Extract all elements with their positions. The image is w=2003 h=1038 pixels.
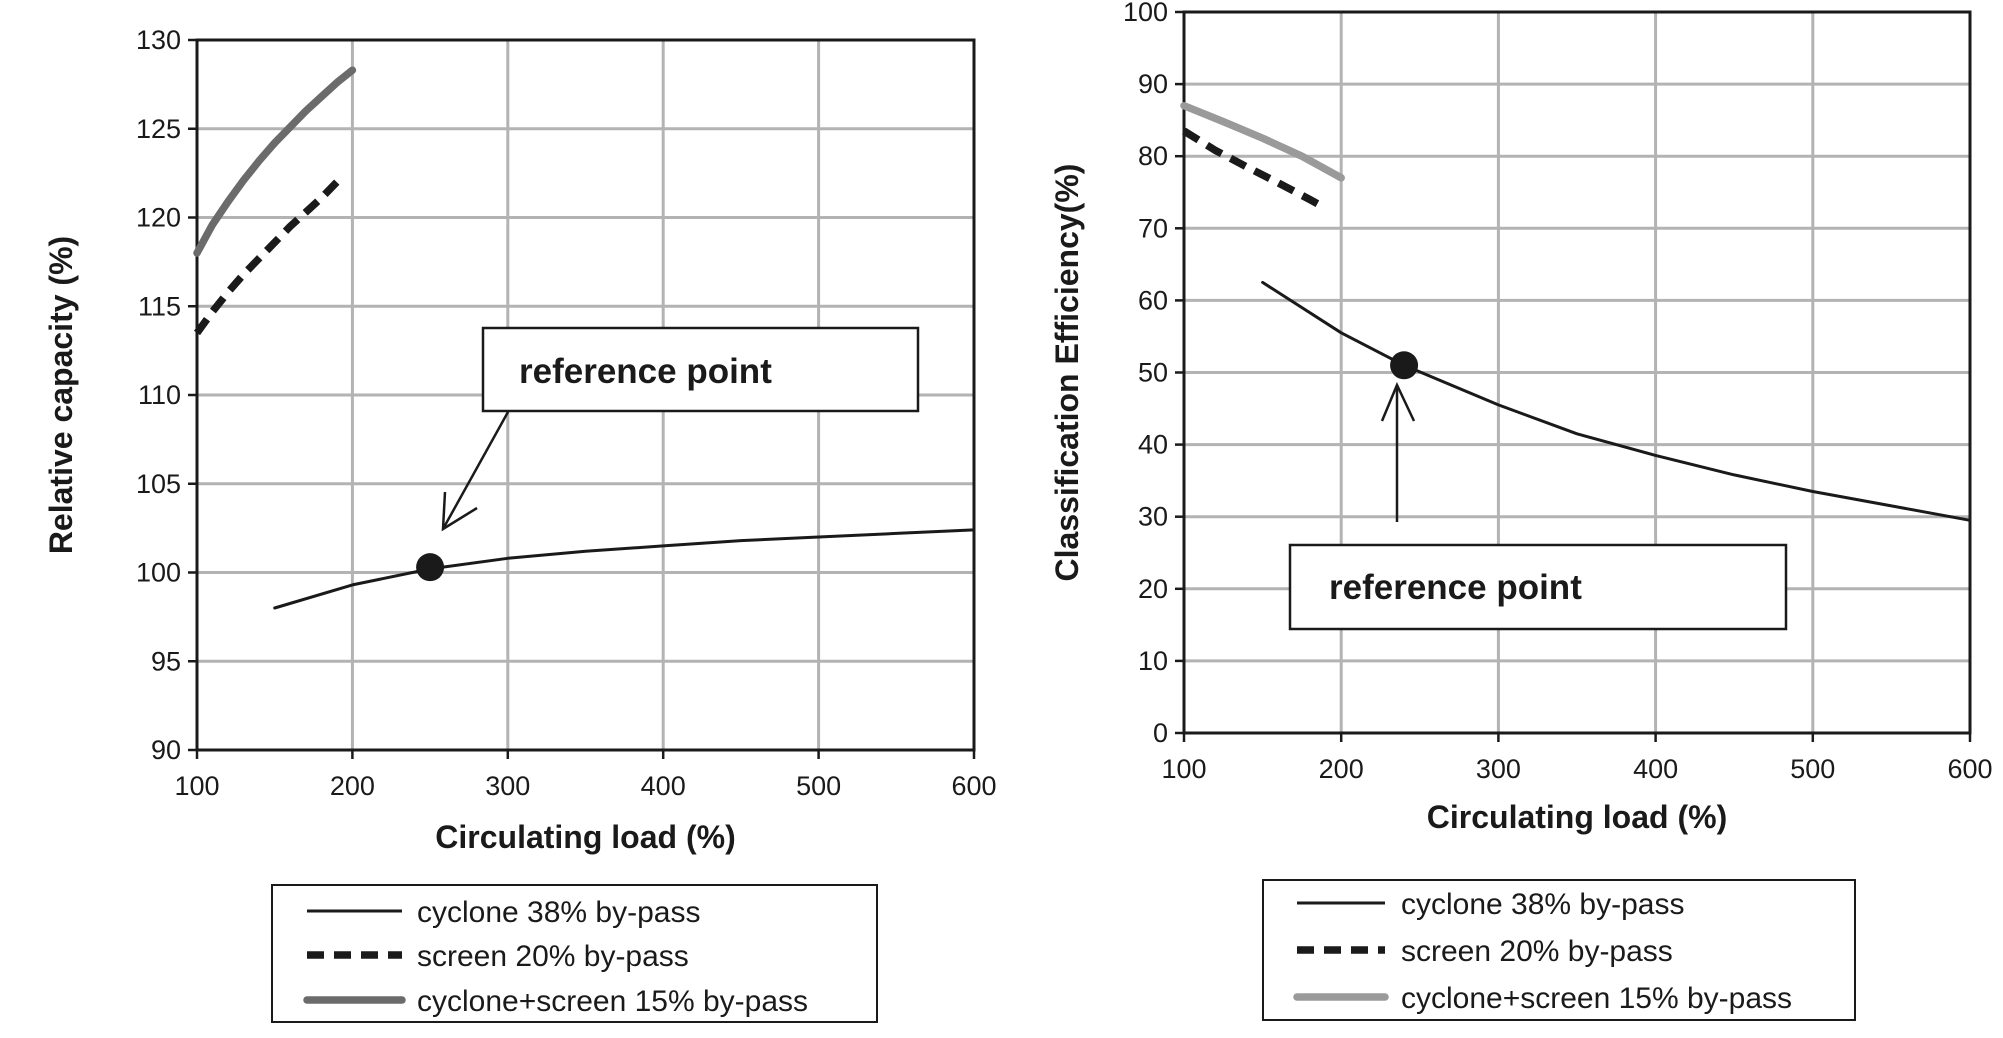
x-tick-label: 400 — [1633, 754, 1678, 784]
x-tick-label: 400 — [641, 771, 686, 801]
legend-label-2: screen 20% by-pass — [417, 940, 689, 973]
y-tick-label: 20 — [1138, 574, 1168, 604]
y-tick-label: 50 — [1138, 358, 1168, 388]
x-tick-label: 600 — [1947, 754, 1992, 784]
legend-label-3: cyclone+screen 15% by-pass — [1401, 982, 1792, 1015]
x-tick-label: 300 — [1476, 754, 1521, 784]
y-axis-title: Classification Efficiency(%) — [1049, 164, 1085, 582]
x-axis-title: Circulating load (%) — [435, 819, 735, 855]
series-line-3 — [1180, 101, 1345, 182]
x-tick-label: 500 — [796, 771, 841, 801]
y-tick-label: 130 — [136, 25, 181, 55]
annotation-arrow — [441, 411, 510, 530]
y-tick-label: 90 — [1138, 69, 1168, 99]
legend-label-1: cyclone 38% by-pass — [1401, 888, 1684, 921]
series-line-1 — [1261, 280, 1972, 522]
y-tick-label: 110 — [138, 380, 181, 410]
legend-label-1: cyclone 38% by-pass — [417, 896, 700, 929]
y-tick-label: 100 — [136, 558, 181, 588]
annotation-arrowhead — [1380, 381, 1416, 422]
y-tick-label: 80 — [1138, 141, 1168, 171]
y-tick-label: 120 — [136, 203, 181, 233]
x-tick-label: 300 — [485, 771, 530, 801]
annotation-box — [1288, 543, 1788, 631]
legend-label-2: screen 20% by-pass — [1401, 935, 1673, 968]
x-axis-title: Circulating load (%) — [1427, 799, 1727, 835]
y-tick-label: 0 — [1153, 718, 1168, 748]
y-tick-label: 60 — [1138, 285, 1168, 315]
y-tick-label: 100 — [1123, 0, 1168, 27]
y-tick-label: 115 — [138, 291, 181, 321]
y-tick-label: 70 — [1138, 213, 1168, 243]
y-tick-label: 30 — [1138, 502, 1168, 532]
reference-point-marker — [1390, 351, 1419, 380]
legend-label-3: cyclone+screen 15% by-pass — [417, 985, 808, 1018]
y-axis-title: Relative capacity (%) — [43, 236, 79, 554]
y-tick-label: 10 — [1138, 646, 1168, 676]
x-tick-label: 100 — [174, 771, 219, 801]
x-tick-label: 600 — [951, 771, 996, 801]
annotation-label: reference point — [519, 352, 772, 391]
y-tick-label: 90 — [151, 735, 181, 765]
x-tick-label: 100 — [1161, 754, 1206, 784]
series-line-2 — [193, 179, 340, 336]
y-tick-label: 105 — [136, 469, 181, 499]
x-tick-label: 200 — [1319, 754, 1364, 784]
x-tick-label: 200 — [330, 771, 375, 801]
series-line-2 — [1182, 127, 1328, 212]
reference-point-marker — [416, 553, 445, 582]
annotation-box — [481, 326, 920, 413]
annotation-arrowhead — [441, 491, 478, 532]
x-tick-label: 500 — [1790, 754, 1835, 784]
series-line-1 — [273, 528, 976, 610]
series-line-3 — [193, 66, 357, 257]
y-tick-label: 95 — [151, 646, 181, 676]
y-tick-label: 40 — [1138, 430, 1168, 460]
annotation-label: reference point — [1329, 568, 1582, 607]
y-tick-label: 125 — [136, 114, 181, 144]
